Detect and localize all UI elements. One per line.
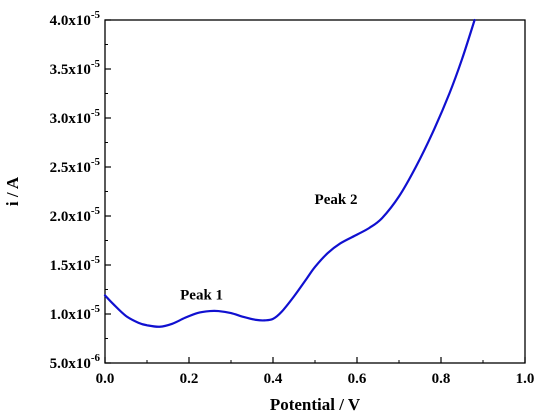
y-tick-label: 1.0x10-5 [50, 303, 101, 323]
series-line-current [103, 18, 476, 328]
y-tick-label: 3.0x10-5 [50, 107, 101, 127]
y-tick-label: 2.0x10-5 [50, 205, 101, 225]
y-tick-label: 2.5x10-5 [50, 156, 101, 176]
x-tick-label: 0.0 [96, 371, 115, 387]
x-tick-label: 0.8 [432, 371, 451, 387]
y-ticks: 5.0x10-6 1.0x10-5 1.5x10-5 2.0x10-5 2.5x10-5… [50, 9, 111, 372]
x-ticks: 0.0 0.2 0.4 0.6 0.8 1.0 [96, 357, 535, 387]
x-tick-label: 0.4 [264, 371, 283, 387]
y-tick-label: 3.5x10-5 [50, 58, 101, 78]
y-tick-label: 1.5x10-5 [50, 254, 101, 274]
x-axis-title: Potential / V [270, 395, 361, 414]
annotations: Peak 1 Peak 2 [180, 192, 357, 303]
y-axis-title: i / A [3, 176, 22, 206]
y-tick-label: 4.0x10-5 [50, 9, 101, 29]
x-tick-label: 0.6 [348, 371, 367, 387]
peak-annotation: Peak 1 [180, 287, 223, 303]
x-tick-label: 0.2 [180, 371, 199, 387]
peak-annotation: Peak 2 [315, 192, 358, 208]
y-tick-label: 5.0x10-6 [50, 352, 101, 372]
x-tick-label: 1.0 [516, 371, 535, 387]
